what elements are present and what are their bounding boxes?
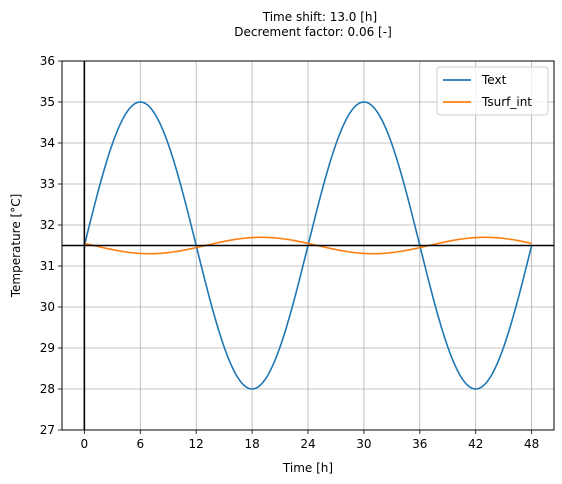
x-tick-label: 6	[136, 437, 144, 451]
y-tick-label: 35	[40, 95, 55, 109]
legend-label-tsurf-int: Tsurf_int	[481, 95, 532, 109]
legend-box	[436, 66, 549, 116]
x-tick-label: 30	[356, 437, 371, 451]
legend-label-text: Text	[481, 73, 507, 87]
x-axis-label: Time [h]	[282, 461, 333, 475]
x-tick-label: 36	[412, 437, 427, 451]
y-tick-label: 32	[40, 218, 55, 232]
y-tick-label: 31	[40, 259, 55, 273]
y-tick-label: 28	[40, 382, 55, 396]
y-tick-label: 29	[40, 341, 55, 355]
series-line-tsurf-int	[84, 236, 532, 255]
x-axis-ticks: 0 6 12 18 24 30 36 42 48	[81, 430, 539, 451]
y-tick-label: 34	[40, 136, 55, 150]
y-axis-ticks: 27 28 29 30 31 32 33 34 35 36	[40, 54, 62, 437]
y-axis-label: Temperature [°C]	[9, 194, 23, 299]
x-tick-label: 0	[81, 437, 89, 451]
y-tick-label: 36	[40, 54, 55, 68]
x-tick-label: 18	[244, 437, 259, 451]
y-tick-label: 30	[40, 300, 55, 314]
y-tick-label: 33	[40, 177, 55, 191]
chart-title-line2: Decrement factor: 0.06 [-]	[234, 25, 392, 39]
x-tick-label: 12	[189, 437, 204, 451]
x-tick-label: 48	[524, 437, 539, 451]
legend: Text Tsurf_int	[436, 66, 549, 116]
y-tick-label: 27	[40, 423, 55, 437]
reference-lines	[62, 61, 554, 430]
x-tick-label: 24	[300, 437, 315, 451]
x-tick-label: 42	[468, 437, 483, 451]
chart-title-line1: Time shift: 13.0 [h]	[262, 10, 377, 24]
